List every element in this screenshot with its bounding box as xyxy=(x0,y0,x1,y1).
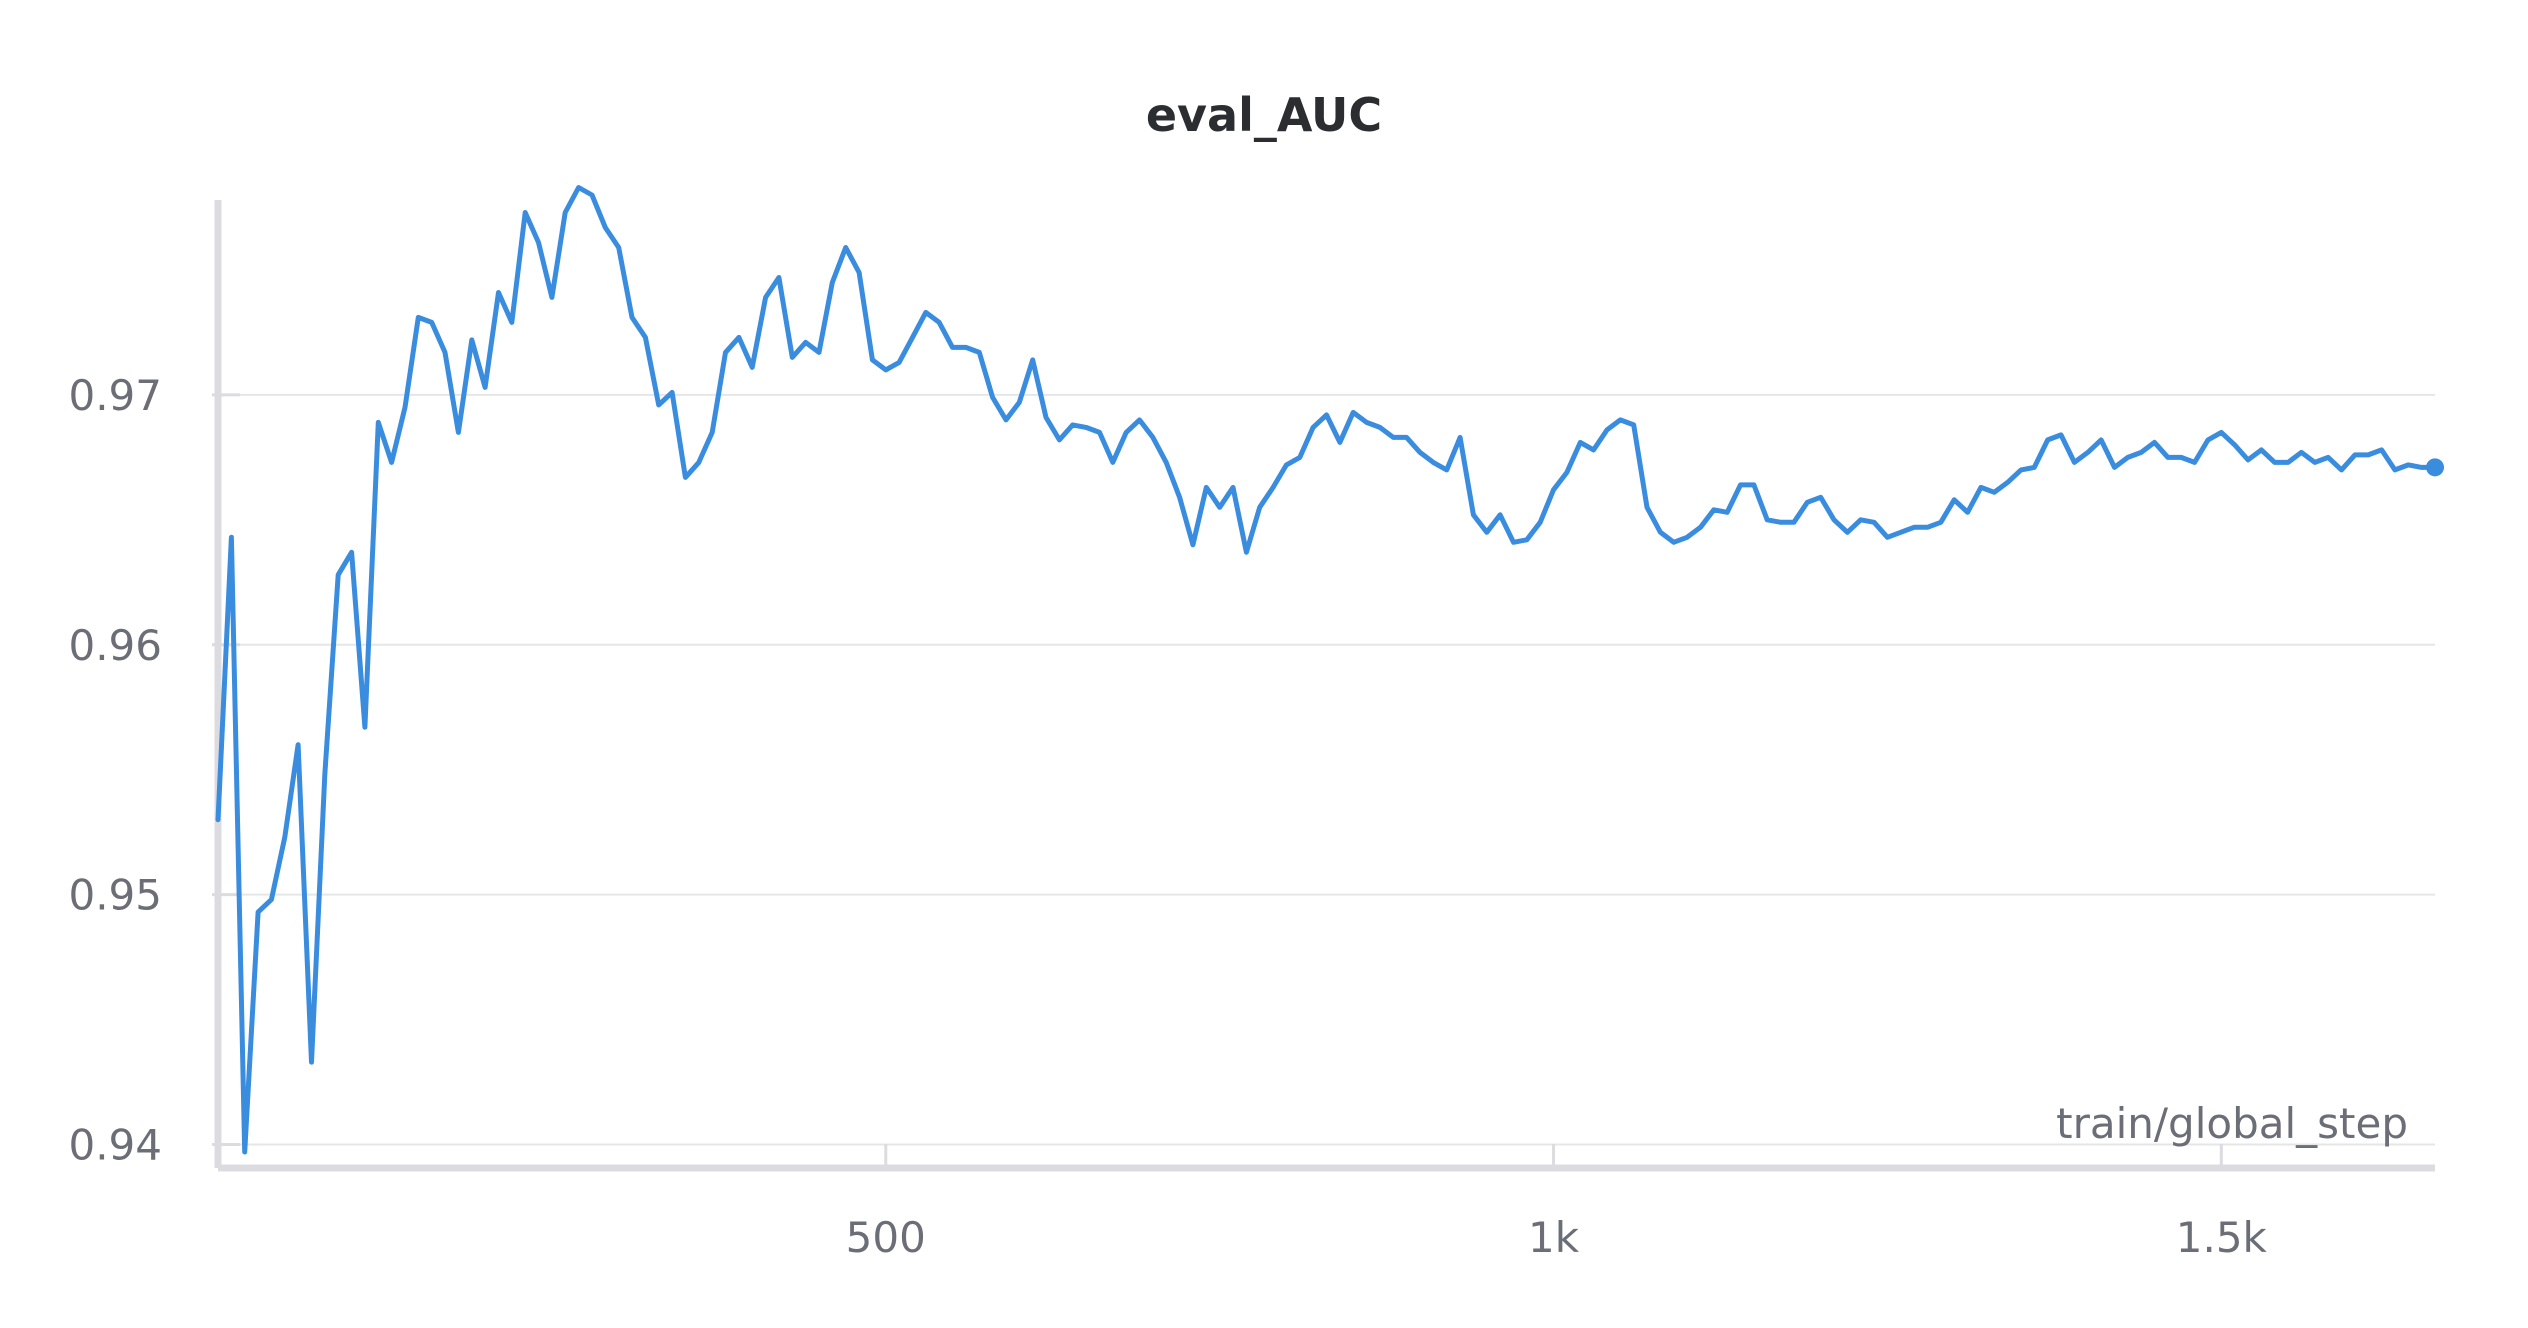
y-tick-label: 0.94 xyxy=(68,1121,162,1170)
chart-title: eval_AUC xyxy=(1146,88,1382,142)
tick-layer: 0.94 0.95 0.96 0.97 500 1k 1.5k xyxy=(68,371,2267,1262)
x-tick-label: 500 xyxy=(846,1213,926,1262)
grid-layer xyxy=(218,393,2435,1146)
series-line xyxy=(215,185,2438,1155)
y-tick-label: 0.97 xyxy=(68,371,162,420)
axes-layer xyxy=(214,200,2435,1172)
x-tick-label: 1.5k xyxy=(2176,1213,2268,1262)
x-axis-title: train/global_step xyxy=(2056,1099,2408,1148)
y-tick-label: 0.96 xyxy=(68,621,162,670)
y-tick-label: 0.95 xyxy=(68,871,162,920)
series-end-point xyxy=(2426,458,2444,477)
series-layer xyxy=(215,185,2444,1155)
x-tick-label: 1k xyxy=(1528,1213,1580,1262)
